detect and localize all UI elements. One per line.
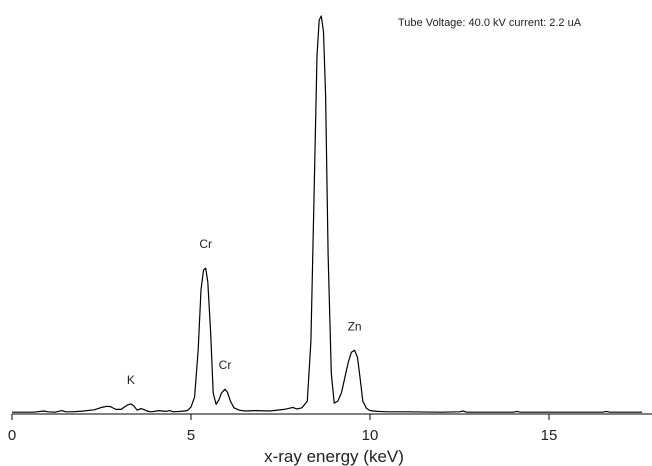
x-tick-label: 15 [541,427,558,444]
peak-label: Cr [199,237,212,251]
x-axis-ticks: 0 5 10 15 [8,414,558,444]
peak-labels: KCrCrZnZn [127,237,362,387]
tube-annotation: Tube Voltage: 40.0 kV current: 2.2 uA [398,17,582,29]
spectrum-line [12,15,643,413]
peak-label: K [127,373,135,387]
x-tick-label: 0 [8,427,16,444]
x-axis-title: x-ray energy (keV) [264,447,404,466]
x-tick-label: 5 [187,427,195,444]
peak-label: Zn [348,319,362,333]
x-tick-label: 10 [362,427,379,444]
peak-label: Cr [219,358,232,372]
